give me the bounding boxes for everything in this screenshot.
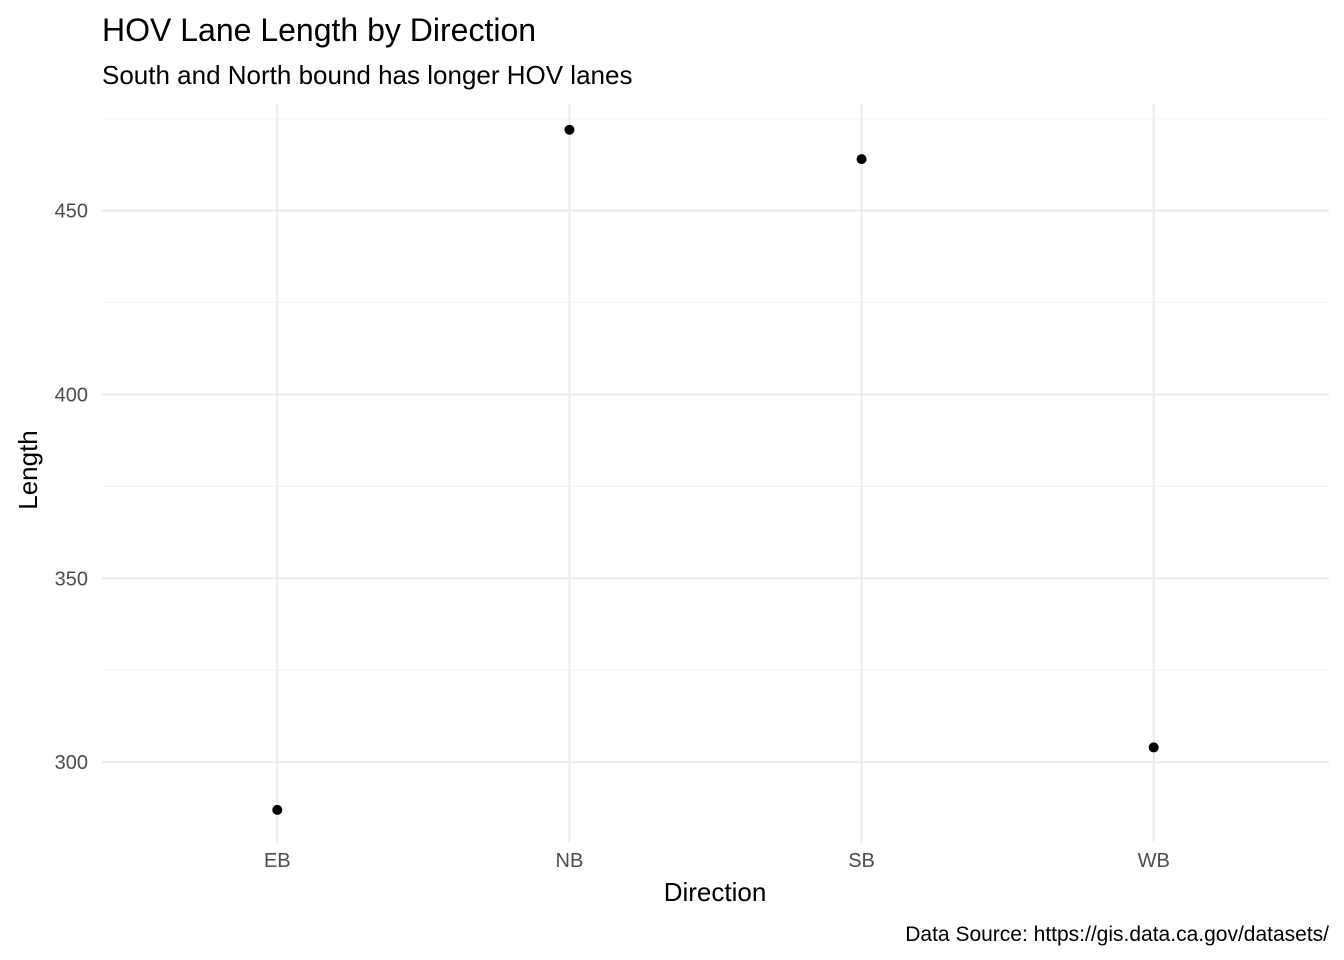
data-point-wb <box>1148 742 1159 753</box>
data-point-eb <box>272 804 283 815</box>
x-tick-label: WB <box>1138 850 1170 872</box>
x-axis-title: Direction <box>664 877 767 907</box>
x-tick-label: EB <box>264 850 291 872</box>
y-tick-label: 300 <box>55 752 88 774</box>
y-axis-title: Length <box>13 430 43 510</box>
y-tick-label: 400 <box>55 384 88 406</box>
data-points <box>272 124 1159 815</box>
chart-title: HOV Lane Length by Direction <box>102 12 536 48</box>
x-tick-label: NB <box>556 850 584 872</box>
y-tick-label: 350 <box>55 568 88 590</box>
data-point-sb <box>856 154 867 165</box>
y-axis-ticks: 300 350 400 450 <box>55 201 88 774</box>
data-point-nb <box>564 124 575 135</box>
x-tick-label: SB <box>848 850 875 872</box>
y-tick-label: 450 <box>55 201 88 223</box>
grid-lines <box>102 104 1329 843</box>
x-axis-ticks: EB NB SB WB <box>264 850 1170 872</box>
chart-caption: Data Source: https://gis.data.ca.gov/dat… <box>905 923 1329 946</box>
chart-subtitle: South and North bound has longer HOV lan… <box>102 60 632 90</box>
